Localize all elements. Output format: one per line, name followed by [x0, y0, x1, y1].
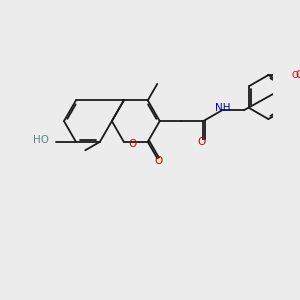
Text: NH: NH [215, 103, 230, 113]
Text: O: O [128, 139, 136, 149]
Text: O: O [198, 136, 206, 146]
Text: HO: HO [33, 136, 49, 146]
Text: O: O [292, 70, 298, 80]
Text: O: O [295, 70, 300, 80]
Text: O: O [154, 156, 163, 166]
